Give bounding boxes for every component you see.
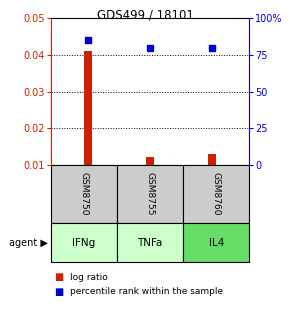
Text: GSM8760: GSM8760: [212, 172, 221, 216]
Text: GDS499 / 18101: GDS499 / 18101: [97, 8, 193, 22]
Text: ■: ■: [54, 287, 63, 297]
Bar: [84, 51, 92, 165]
Text: IL4: IL4: [209, 238, 224, 248]
Text: TNFa: TNFa: [137, 238, 163, 248]
Text: IFNg: IFNg: [72, 238, 95, 248]
Text: GSM8750: GSM8750: [79, 172, 88, 216]
Bar: [209, 154, 216, 165]
Text: GSM8755: GSM8755: [146, 172, 155, 216]
Bar: [146, 157, 154, 165]
Text: percentile rank within the sample: percentile rank within the sample: [70, 287, 223, 296]
Text: log ratio: log ratio: [70, 273, 107, 282]
Text: agent ▶: agent ▶: [9, 238, 48, 248]
Text: ■: ■: [54, 272, 63, 282]
